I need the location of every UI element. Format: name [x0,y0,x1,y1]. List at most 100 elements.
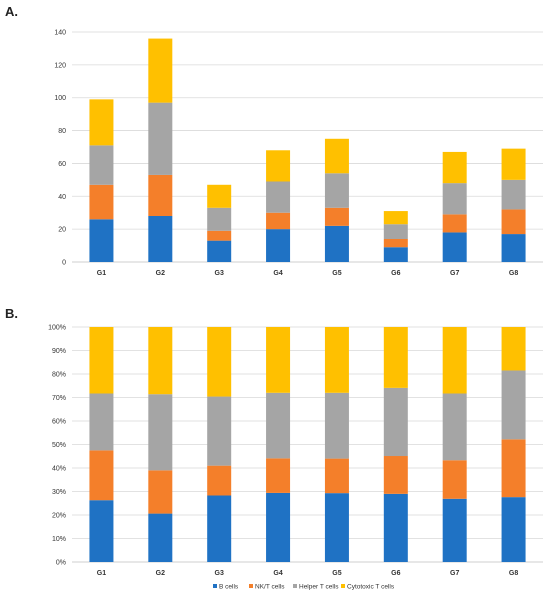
panel-b-label: B. [5,306,18,321]
legend-swatch [293,584,297,588]
bar-segment-g2-cytotoxic-t-cells [148,327,173,395]
bar-segment-g5-b-cells [324,493,349,562]
y-tick-label: 80 [58,128,66,135]
bar-segment-g4-cytotoxic-t-cells [266,150,291,182]
bar-segment-g3-cytotoxic-t-cells [207,184,232,208]
x-tick-label: G4 [273,570,282,577]
y-tick-label: 40% [52,466,66,473]
x-tick-label: G7 [450,270,459,277]
bar-segment-g7-nk-t-cells [442,214,467,233]
legend-swatch [213,584,217,588]
bar-segment-g6-helper-t-cells [383,224,408,239]
bar-segment-g5-helper-t-cells [324,392,349,459]
y-tick-label: 0% [56,560,66,567]
bar-segment-g5-b-cells [324,225,349,262]
legend-swatch [249,584,253,588]
bar-segment-g6-b-cells [383,247,408,262]
bar-segment-g8-nk-t-cells [501,209,526,235]
y-tick-label: 50% [52,442,66,449]
bar-segment-g3-b-cells [207,240,232,262]
x-tick-label: G8 [509,570,518,577]
bar-segment-g4-b-cells [266,492,291,562]
panel-a-label: A. [5,4,18,19]
y-tick-label: 10% [52,536,66,543]
bar-segment-g1-helper-t-cells [89,145,114,185]
y-tick-label: 100% [48,325,66,332]
bar-segment-g4-cytotoxic-t-cells [266,327,291,393]
bar-segment-g1-cytotoxic-t-cells [89,99,114,146]
y-tick-label: 90% [52,348,66,355]
bar-segment-g2-helper-t-cells [148,102,173,175]
x-tick-label: G2 [156,570,165,577]
bar-segment-g4-nk-t-cells [266,212,291,230]
bar-segment-g7-cytotoxic-t-cells [442,151,467,184]
bar-segment-g6-helper-t-cells [383,387,408,457]
y-tick-label: 60 [58,161,66,168]
bar-segment-g3-helper-t-cells [207,207,232,231]
x-tick-label: G3 [215,570,224,577]
bar-segment-g1-b-cells [89,219,114,262]
bar-segment-g2-cytotoxic-t-cells [148,38,173,103]
bar-segment-g8-nk-t-cells [501,439,526,498]
legend-label: B cells [219,584,239,591]
x-tick-label: G5 [332,570,341,577]
bar-segment-g2-helper-t-cells [148,394,173,471]
bar-segment-g7-helper-t-cells [442,183,467,215]
y-tick-label: 80% [52,372,66,379]
x-tick-label: G5 [332,270,341,277]
bar-segment-g7-b-cells [442,498,467,562]
bar-segment-g8-cytotoxic-t-cells [501,327,526,371]
bar-segment-g7-nk-t-cells [442,460,467,499]
y-tick-label: 30% [52,489,66,496]
x-tick-label: G4 [273,270,282,277]
chart-a-absolute-counts: 0 20 40 60 80 100 120 140 G1 G2 G3 G4 G5 G6 G7 G8 [54,30,543,277]
bar-segment-g5-nk-t-cells [324,458,349,494]
bar-segment-g7-helper-t-cells [442,393,467,461]
bar-segment-g7-b-cells [442,232,467,262]
bar-segment-g1-cytotoxic-t-cells [89,327,114,394]
legend-label: Helper T cells [299,584,339,591]
bar-segment-g1-nk-t-cells [89,450,114,501]
bar-segment-g6-nk-t-cells [383,239,408,248]
x-tick-label: G3 [215,270,224,277]
y-tick-label: 70% [52,395,66,402]
bar-segment-g8-cytotoxic-t-cells [501,148,526,180]
bar-segment-g6-cytotoxic-t-cells [383,327,408,388]
bar-segment-g3-cytotoxic-t-cells [207,327,232,397]
bar-segment-g8-helper-t-cells [501,179,526,210]
bar-segment-g6-cytotoxic-t-cells [383,211,408,225]
y-tick-label: 140 [54,30,66,37]
bar-segment-g4-b-cells [266,229,291,262]
y-tick-label: 20 [58,227,66,234]
legend-swatch [341,584,345,588]
y-tick-label: 0 [62,260,66,267]
bar-segment-g6-nk-t-cells [383,456,408,494]
bar-segment-g5-nk-t-cells [324,207,349,226]
bar-segment-g8-helper-t-cells [501,370,526,440]
bar-segment-g5-cytotoxic-t-cells [324,138,349,174]
x-tick-label: G1 [97,270,106,277]
bar-segment-g2-nk-t-cells [148,174,173,216]
bar-segment-g2-b-cells [148,513,173,562]
bar-segment-g2-nk-t-cells [148,470,173,514]
bar-segment-g4-helper-t-cells [266,181,291,213]
bar-segment-g2-b-cells [148,216,173,262]
y-tick-label: 100 [54,95,66,102]
x-tick-label: G6 [391,270,400,277]
y-tick-label: 40 [58,194,66,201]
legend-label: NK/T cells [255,584,285,591]
chart-b-percent-composition: 0% 10% 20% 30% 40% 50% 60% 70% 80% 90% 100% G1 G2 G3 G… [48,325,543,577]
bar-segment-g3-nk-t-cells [207,230,232,241]
x-tick-label: G6 [391,570,400,577]
bar-segment-g4-helper-t-cells [266,392,291,459]
bar-segment-g3-nk-t-cells [207,465,232,496]
chart-legend: B cells NK/T cells Helper T cells Cytotoxic… [213,584,395,591]
x-tick-label: G1 [97,570,106,577]
x-tick-label: G2 [156,270,165,277]
bar-segment-g7-cytotoxic-t-cells [442,327,467,394]
bar-segment-g5-cytotoxic-t-cells [324,327,349,393]
x-tick-label: G7 [450,570,459,577]
bar-segment-g1-helper-t-cells [89,393,114,451]
x-tick-label: G8 [509,270,518,277]
